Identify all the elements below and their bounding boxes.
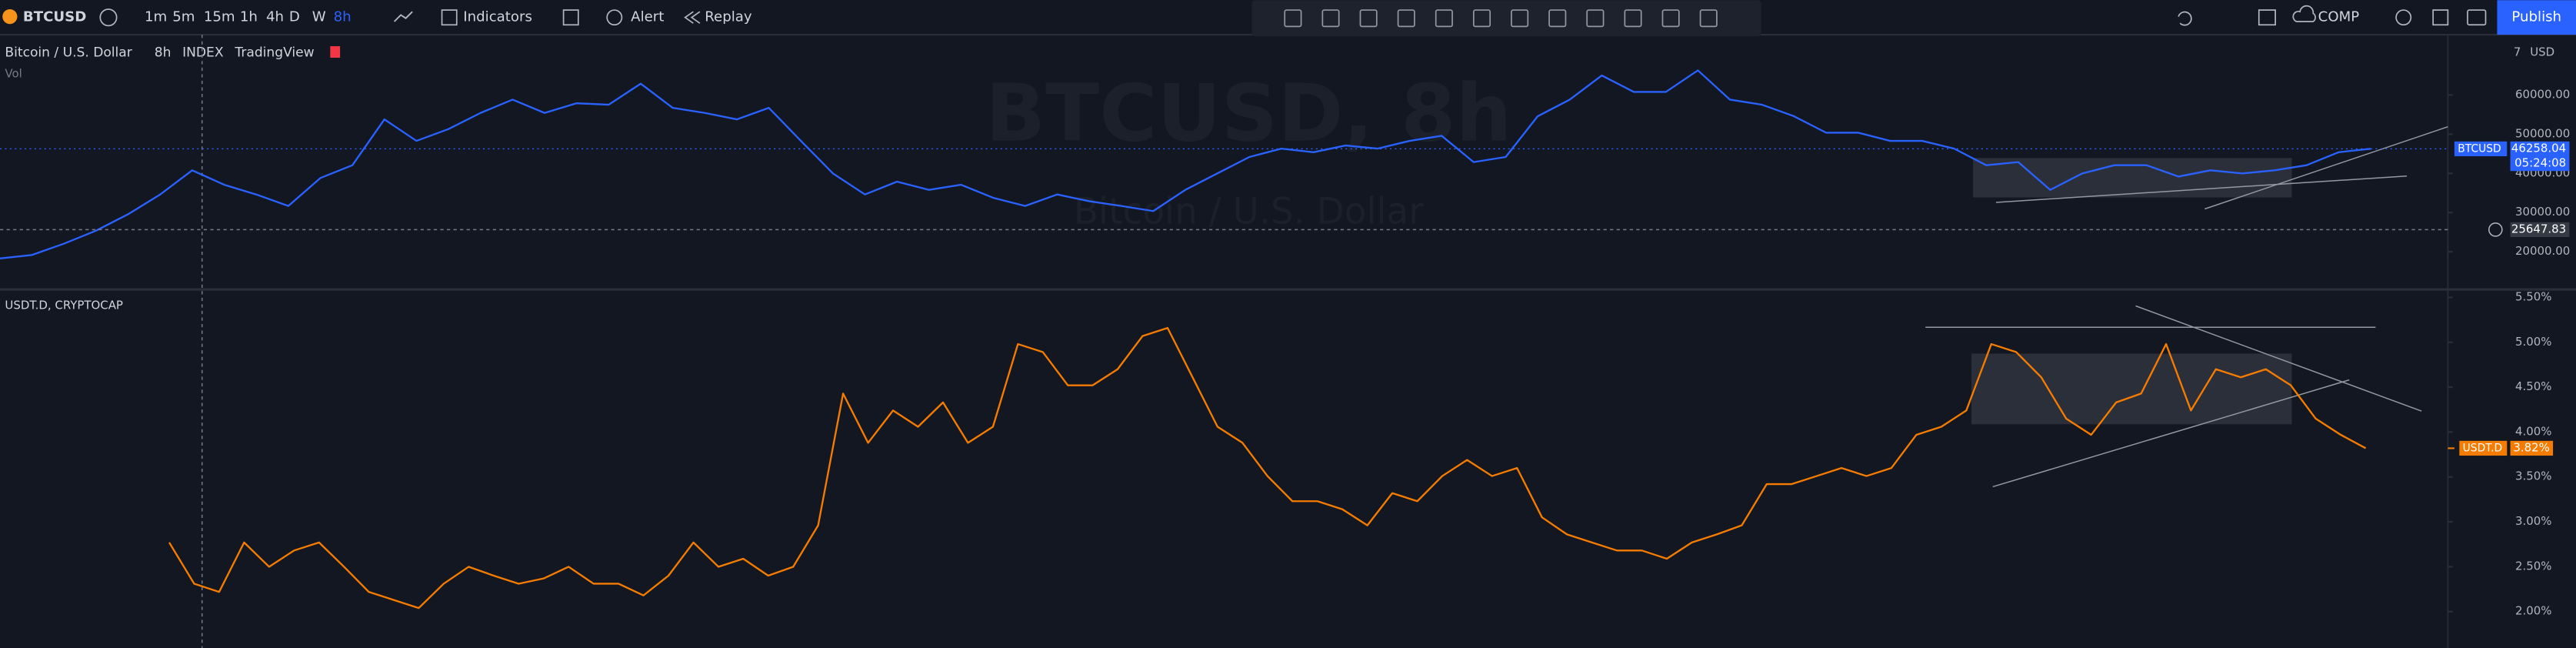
range-box <box>1971 353 2292 425</box>
drawing-tool[interactable] <box>1321 9 1340 28</box>
y-tick-label: 50000.00 <box>2515 126 2570 140</box>
trend-line <box>2135 305 2422 412</box>
y-tick-label: 20000.00 <box>2515 244 2570 258</box>
interval-button[interactable]: W <box>312 9 326 25</box>
series-name-label: BTCUSD <box>2458 142 2501 155</box>
indicators-icon <box>441 9 458 26</box>
layout-name[interactable]: COMP <box>2318 9 2360 25</box>
compare-button[interactable] <box>99 8 118 27</box>
undo-button[interactable] <box>2178 11 2192 26</box>
y-tick-label: 2.00% <box>2515 604 2551 618</box>
crosshair-price-label: 25647.83 <box>2511 222 2566 235</box>
templates-button[interactable] <box>562 9 579 26</box>
fullscreen-button[interactable] <box>2432 9 2449 26</box>
replay-icon <box>684 11 701 24</box>
drawing-tool[interactable] <box>1511 9 1529 28</box>
interval-button[interactable]: 1h <box>240 9 258 25</box>
volume-legend: Vol <box>5 66 22 80</box>
indicators-button[interactable]: Indicators <box>463 9 532 25</box>
chart-type-button[interactable] <box>393 11 413 22</box>
drawing-tool[interactable] <box>1359 9 1378 28</box>
y-tick-label: 3.00% <box>2515 514 2551 528</box>
watermark-symbol: BTCUSD, 8h <box>985 68 1511 159</box>
trend-line <box>2204 125 2448 210</box>
cloud-icon <box>2292 5 2316 22</box>
publish-label: Publish <box>2511 9 2561 25</box>
symbol-icon <box>2 8 18 25</box>
interval-button[interactable]: D <box>289 9 300 25</box>
layout-button[interactable] <box>2258 9 2276 26</box>
drawing-tool[interactable] <box>1397 9 1415 28</box>
symbol-button[interactable]: BTCUSD <box>23 9 86 25</box>
main-legend-title: Bitcoin / U.S. Dollar <box>5 45 132 61</box>
drawing-tool[interactable] <box>1284 9 1302 28</box>
drawing-tool[interactable] <box>1661 9 1680 28</box>
main-legend-interval: 8h <box>155 45 172 61</box>
snapshot-button[interactable] <box>2467 9 2487 26</box>
add-alert-button[interactable] <box>2488 222 2503 237</box>
main-legend-exchange: INDEX <box>182 45 224 61</box>
currency-label: USD <box>2530 45 2554 59</box>
y-tick-label: 4.00% <box>2515 424 2551 438</box>
price-label: 46258.04 <box>2511 141 2566 155</box>
series-name-badge <box>2454 141 2508 157</box>
interval-button[interactable]: 15m <box>204 9 235 25</box>
drawing-tool[interactable] <box>1472 9 1491 28</box>
y-tick-label: 2.50% <box>2515 559 2551 573</box>
drawing-tool[interactable] <box>1435 9 1453 28</box>
y-tick-label: 3.50% <box>2515 469 2551 483</box>
drawing-tools <box>1284 9 1718 28</box>
series-name-label: USDT.D <box>2463 442 2503 454</box>
crosshair-badge <box>2510 222 2570 238</box>
trend-line <box>1996 175 2408 203</box>
value-label: 3.82% <box>2513 440 2549 454</box>
y-tick-label: 30000.00 <box>2515 205 2570 219</box>
axis-scale-marker: 7 <box>2514 45 2521 59</box>
interval-button[interactable]: 5m <box>172 9 195 25</box>
interval-button[interactable]: 4h <box>266 9 284 25</box>
main-legend-source: TradingView <box>234 45 314 61</box>
trend-line <box>1992 379 2350 488</box>
replay-button[interactable]: Replay <box>705 9 752 25</box>
source-flag <box>330 46 341 58</box>
value-badge <box>2510 440 2554 456</box>
price-line <box>168 326 2367 610</box>
drawing-toolbar <box>1251 0 1761 37</box>
watermark-description: Bitcoin / U.S. Dollar <box>1074 190 1425 232</box>
drawing-tool[interactable] <box>1548 9 1567 28</box>
price-line <box>0 69 2371 259</box>
y-tick-label: 60000.00 <box>2515 87 2570 101</box>
y-tick-label: 5.00% <box>2515 335 2551 349</box>
alert-icon <box>606 9 623 26</box>
countdown-label: 05:24:08 <box>2514 156 2566 170</box>
drawing-tool[interactable] <box>1699 9 1718 28</box>
indicator-legend: USDT.D, CRYPTOCAP <box>5 299 123 312</box>
interval-button[interactable]: 8h <box>334 9 352 25</box>
price-badge <box>2510 141 2570 172</box>
alert-button[interactable]: Alert <box>631 9 664 25</box>
publish-button[interactable] <box>2497 0 2576 35</box>
y-tick-label: 5.50% <box>2515 289 2551 303</box>
interval-button[interactable]: 1m <box>145 9 167 25</box>
drawing-tool[interactable] <box>1586 9 1605 28</box>
settings-button[interactable] <box>2395 9 2412 26</box>
series-name-badge <box>2459 440 2508 456</box>
y-tick-label: 4.50% <box>2515 379 2551 393</box>
drawing-tool[interactable] <box>1624 9 1642 28</box>
